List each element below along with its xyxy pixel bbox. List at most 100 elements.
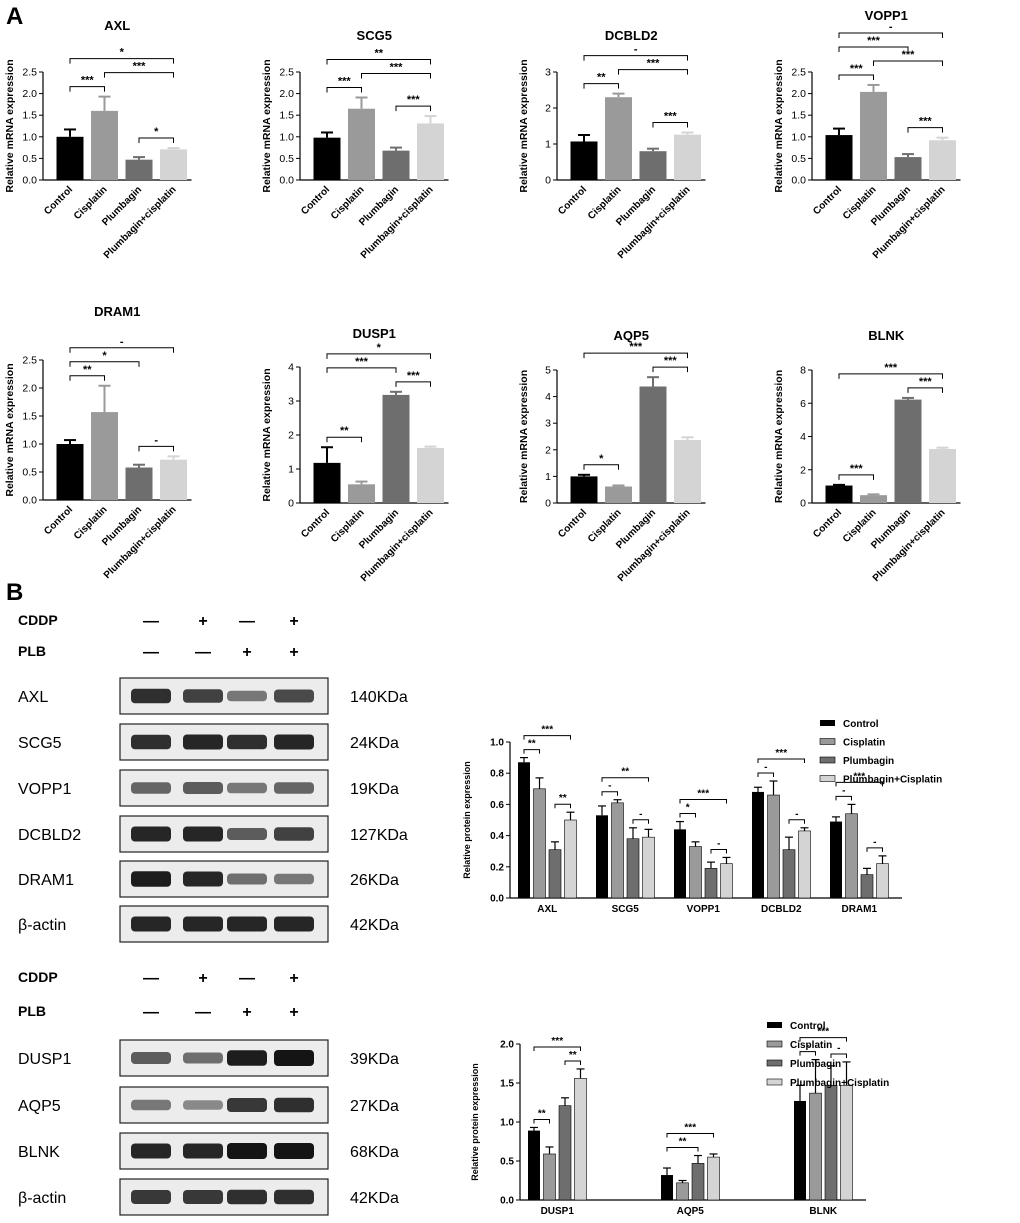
bar-control	[313, 137, 341, 180]
significance-bracket	[523, 735, 571, 740]
significance-label: ***	[390, 61, 404, 73]
bar-control	[570, 476, 598, 503]
band-size: 19KDa	[350, 781, 399, 798]
y-tick-label: 1.5	[791, 110, 806, 122]
significance-label: **	[597, 72, 606, 84]
y-tick-label: 1.0	[500, 1118, 514, 1129]
band-size: 24KDa	[350, 735, 399, 752]
y-tick-label: 1.5	[279, 110, 294, 122]
significance-bracket	[583, 464, 619, 470]
significance-label: *	[599, 453, 604, 465]
chart-title: DUSP1	[353, 326, 396, 341]
band-size: 140KDa	[350, 689, 408, 706]
bar-plumbagin+cisplatin	[929, 448, 956, 503]
bar-plumbagin	[639, 386, 667, 503]
protein-band	[227, 873, 267, 885]
significance-bracket	[838, 32, 943, 38]
significance-bracket	[652, 366, 688, 373]
significance-label: ***	[664, 110, 678, 122]
bar-cisplatin	[605, 486, 632, 503]
y-tick-label: 0.5	[279, 153, 294, 165]
bar-dram1-plumbagin+cisplatin	[876, 863, 889, 899]
y-tick-label: 0.4	[490, 831, 504, 842]
significance-label: -	[717, 838, 720, 849]
bar-plumbagin+cisplatin	[417, 123, 444, 180]
protein-band	[227, 782, 267, 794]
y-tick-label: 1.5	[500, 1079, 514, 1090]
significance-bracket	[564, 1060, 581, 1065]
y-tick-label: 2.5	[279, 67, 294, 79]
bar-cisplatin	[348, 484, 375, 503]
y-tick-label: 2.5	[791, 67, 806, 79]
y-tick-label: 2.0	[22, 88, 37, 100]
y-tick-label: 2.0	[279, 88, 294, 100]
significance-bracket	[583, 352, 688, 359]
significance-bracket	[838, 373, 943, 379]
mrna-chart-dram1: DRAM1 Relative mRNA expression 0.0 0.5 1.0 1.…	[4, 304, 192, 581]
treatment-sign: +	[198, 970, 207, 987]
significance-label: ***	[775, 748, 787, 759]
significance-bracket	[583, 83, 619, 89]
bar-plumbagin	[382, 394, 410, 503]
significance-label: ***	[81, 75, 95, 87]
significance-label: ***	[817, 1027, 829, 1038]
significance-bracket	[838, 46, 909, 52]
treatment-sign: —	[143, 644, 159, 661]
band-label: β-actin	[18, 917, 66, 934]
protein-band	[183, 734, 223, 750]
y-axis-label: Relative mRNA expression	[518, 59, 530, 192]
band-size: 42KDa	[350, 917, 399, 934]
legend-swatch	[819, 738, 836, 745]
significance-bracket	[326, 353, 431, 359]
chart-title: AXL	[104, 18, 130, 33]
x-tick-label: DUSP1	[541, 1206, 575, 1217]
bar-aqp5-plumbagin+cisplatin	[707, 1156, 720, 1201]
significance-label: -	[842, 785, 845, 796]
significance-bracket	[907, 387, 943, 393]
y-tick-label: 8	[800, 365, 806, 377]
significance-bracket	[618, 69, 688, 75]
significance-label: ***	[853, 771, 865, 782]
significance-bracket	[395, 105, 431, 112]
protein-band	[227, 690, 267, 702]
treatment-sign: +	[198, 613, 207, 630]
bar-vopp1-cisplatin	[689, 846, 702, 899]
protein-band	[183, 826, 223, 842]
mrna-chart-aqp5: AQP5 Relative mRNA expression 0 1 2 3 4 5 Contro…	[518, 328, 706, 584]
significance-label: **	[679, 1137, 687, 1148]
bar-dcbld2-control	[752, 791, 764, 898]
protein-band	[274, 916, 314, 932]
significance-bracket	[799, 1051, 816, 1056]
band-label: BLNK	[18, 1144, 60, 1161]
y-tick-label: 0.6	[490, 800, 504, 811]
significance-label: -	[154, 434, 158, 446]
significance-bracket	[838, 74, 874, 80]
protein-band	[131, 826, 171, 842]
y-tick-label: 0.5	[500, 1157, 514, 1168]
bar-plumbagin	[125, 467, 153, 500]
protein-band	[131, 1143, 171, 1159]
y-tick-label: 0.0	[279, 175, 294, 187]
y-axis-label: Relative mRNA expression	[773, 59, 785, 192]
chart-title: DCBLD2	[605, 28, 658, 43]
y-tick-label: 1.5	[22, 411, 37, 423]
x-tick-label: DRAM1	[841, 904, 877, 915]
treatment-sign: +	[289, 1004, 298, 1021]
treatment-label: PLB	[18, 643, 46, 659]
protein-band	[183, 916, 223, 932]
significance-label: ***	[697, 789, 709, 800]
y-tick-label: 0	[545, 498, 551, 510]
significance-label: *	[377, 342, 382, 354]
bar-dram1-control	[830, 821, 842, 898]
significance-bracket	[873, 60, 943, 66]
y-axis-label: Relative mRNA expression	[773, 370, 785, 503]
significance-label: ***	[551, 1036, 563, 1047]
y-tick-label: 2.5	[22, 355, 37, 367]
significance-bracket	[866, 847, 883, 852]
bar-plumbagin	[894, 399, 922, 503]
x-tick-label: Control	[299, 507, 332, 540]
y-tick-label: 1.0	[279, 131, 294, 143]
x-tick-label: VOPP1	[687, 904, 721, 915]
y-tick-label: 2.0	[22, 383, 37, 395]
treatment-sign: —	[143, 1004, 159, 1021]
